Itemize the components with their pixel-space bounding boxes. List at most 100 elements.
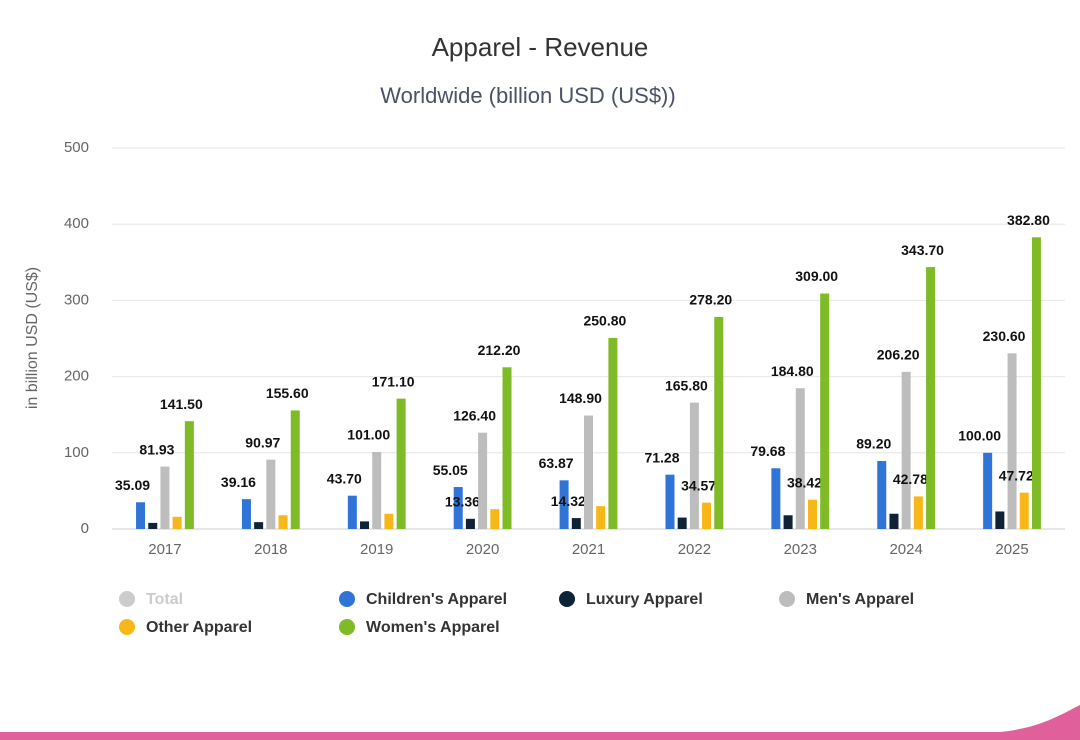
legend-label[interactable]: Men's Apparel <box>806 591 914 608</box>
data-label: 71.28 <box>644 449 679 465</box>
data-label: 309.00 <box>795 268 838 284</box>
legend-marker[interactable] <box>339 591 355 607</box>
data-label: 42.78 <box>893 471 928 487</box>
y-tick-label: 500 <box>64 139 89 156</box>
data-label: 89.20 <box>856 436 891 452</box>
bar <box>926 267 936 529</box>
chart-subtitle: Worldwide (billion USD (US$)) <box>380 83 675 108</box>
data-label: 278.20 <box>689 292 732 308</box>
bar <box>995 511 1005 529</box>
bar <box>714 317 724 529</box>
bar <box>396 398 406 529</box>
data-label: 38.42 <box>787 474 822 490</box>
data-label: 212.20 <box>478 342 521 358</box>
y-axis-label: in billion USD (US$) <box>24 267 41 409</box>
x-tick-label: 2020 <box>466 541 499 558</box>
x-tick-label: 2024 <box>889 541 922 558</box>
legend-label[interactable]: Children's Apparel <box>366 591 507 608</box>
bar <box>136 502 146 529</box>
data-label: 100.00 <box>958 428 1001 444</box>
bar <box>807 499 817 529</box>
bar <box>502 367 512 529</box>
bar <box>172 516 182 529</box>
bar <box>160 466 170 529</box>
y-tick-label: 0 <box>81 520 89 537</box>
bar <box>465 518 475 529</box>
y-tick-label: 100 <box>64 444 89 461</box>
bar <box>478 432 488 529</box>
legend-marker[interactable] <box>339 619 355 635</box>
data-label: 13.36 <box>445 494 480 510</box>
legend-marker[interactable] <box>779 591 795 607</box>
bar <box>677 517 687 529</box>
legend-marker[interactable] <box>119 619 135 635</box>
legend-label[interactable]: Total <box>146 591 183 608</box>
x-tick-label: 2025 <box>995 541 1028 558</box>
bar <box>889 513 899 529</box>
x-tick-label: 2023 <box>784 541 817 558</box>
legend-marker[interactable] <box>559 591 575 607</box>
data-label: 90.97 <box>245 434 280 450</box>
bar <box>148 522 158 529</box>
bar <box>559 480 569 529</box>
bar <box>771 468 781 529</box>
data-label: 382.80 <box>1007 212 1050 228</box>
bar <box>1007 353 1017 529</box>
data-label: 148.90 <box>559 390 602 406</box>
legend-marker[interactable] <box>119 591 135 607</box>
bar <box>596 506 606 529</box>
bar <box>372 452 382 529</box>
bar <box>384 513 394 529</box>
data-label: 165.80 <box>665 377 708 393</box>
bar <box>241 499 251 529</box>
data-label: 141.50 <box>160 396 203 412</box>
data-label: 34.57 <box>681 477 716 493</box>
bar <box>689 402 699 529</box>
data-label: 230.60 <box>983 328 1026 344</box>
data-label: 35.09 <box>115 477 150 493</box>
x-tick-label: 2022 <box>678 541 711 558</box>
data-label: 14.32 <box>551 493 586 509</box>
chart-title: Apparel - Revenue <box>432 32 649 62</box>
bar <box>266 459 276 529</box>
y-tick-label: 300 <box>64 291 89 308</box>
bar <box>254 522 264 529</box>
x-tick-label: 2017 <box>148 541 181 558</box>
data-label: 47.72 <box>999 467 1034 483</box>
bar <box>1031 237 1041 529</box>
data-label: 55.05 <box>433 462 468 478</box>
bar <box>795 388 805 529</box>
x-tick-label: 2018 <box>254 541 287 558</box>
bar <box>820 293 830 529</box>
bar <box>184 421 194 529</box>
data-label: 171.10 <box>372 373 415 389</box>
data-label: 126.40 <box>453 407 496 423</box>
data-label: 343.70 <box>901 242 944 258</box>
bar <box>347 495 357 529</box>
bar <box>571 518 581 529</box>
y-tick-label: 200 <box>64 368 89 385</box>
bar <box>702 502 712 529</box>
bar <box>278 515 288 529</box>
data-label: 81.93 <box>139 441 174 457</box>
bar <box>877 461 887 529</box>
legend-label[interactable]: Luxury Apparel <box>586 591 703 608</box>
legend-label[interactable]: Women's Apparel <box>366 619 500 636</box>
data-label: 206.20 <box>877 347 920 363</box>
decor-wave <box>0 705 1080 740</box>
x-tick-label: 2021 <box>572 541 605 558</box>
bar <box>360 521 370 529</box>
data-label: 184.80 <box>771 363 814 379</box>
data-label: 101.00 <box>347 427 390 443</box>
bar <box>490 509 500 529</box>
x-tick-label: 2019 <box>360 541 393 558</box>
data-label: 43.70 <box>327 470 362 486</box>
bar <box>584 415 593 529</box>
legend-label[interactable]: Other Apparel <box>146 619 252 636</box>
data-label: 63.87 <box>539 455 574 471</box>
bar <box>913 496 923 529</box>
bar <box>1019 492 1029 529</box>
data-label: 155.60 <box>266 385 309 401</box>
bar <box>665 474 675 529</box>
